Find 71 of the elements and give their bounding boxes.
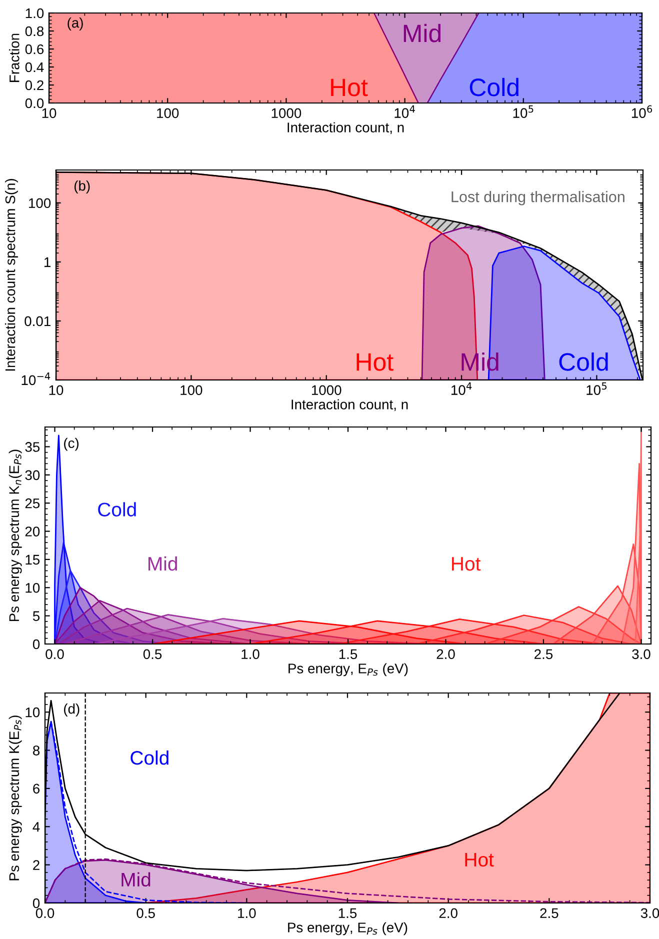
x-axis-title: Ps energy, E$_{Ps}$ (eV)	[288, 922, 408, 936]
series-label: Hot	[465, 853, 494, 867]
y-tick-label: 1	[44, 257, 50, 267]
y-axis-title: Fraction	[9, 34, 20, 82]
y-tick-label: 0.8	[25, 26, 44, 36]
x-tick-label: 1.0	[238, 908, 256, 918]
y-tick-label: 15	[26, 554, 40, 565]
x-tick-label: 10$^{4}$	[394, 105, 415, 118]
y-tick-label: 0.6	[25, 44, 44, 54]
y-tick-label: 0.0	[25, 98, 44, 108]
x-tick-label: 1.0	[242, 649, 260, 660]
x-tick-label: 100	[180, 385, 202, 396]
x-tick-label: 2.0	[439, 908, 458, 918]
x-axis-title: Interaction count, n	[288, 122, 404, 134]
series-label: Hot	[331, 78, 368, 96]
series-label: Mid	[404, 24, 441, 42]
y-tick-label: 100	[29, 198, 51, 208]
x-tick-label: 2.5	[534, 649, 553, 660]
x-tick-label: 10$^{5}$	[586, 382, 607, 395]
x-tick-label: 0.5	[136, 908, 155, 918]
annotation: (b)	[74, 180, 90, 194]
series-label: Mid	[122, 872, 150, 887]
y-tick-label: 0	[32, 898, 40, 908]
x-tick-label: 2.0	[436, 649, 455, 660]
y-tick-label: 0.4	[25, 62, 44, 72]
annotation: (c)	[64, 438, 79, 451]
y-tick-label: 30	[25, 470, 40, 480]
x-tick-label: 0.5	[143, 649, 162, 660]
y-tick-label: 2	[33, 860, 40, 870]
text: Mid	[148, 556, 177, 571]
text: Cold	[98, 502, 136, 516]
x-axis-title: Interaction count, n	[292, 399, 408, 412]
y-tick-label: 0	[32, 639, 40, 650]
x-tick-label: 2.5	[540, 908, 558, 918]
annotation: (a)	[68, 18, 83, 30]
text: Hot	[452, 557, 481, 571]
y-tick-label: 4	[32, 822, 40, 832]
x-tick-label: 10$^{6}$	[632, 105, 652, 118]
y-tick-label: 0.01	[24, 316, 50, 326]
series-label: Cold	[559, 352, 608, 371]
series-label: Cold	[470, 78, 518, 96]
series-label: Hot	[356, 353, 394, 371]
x-tick-label: 1.5	[338, 908, 357, 918]
y-tick-label: 25	[25, 498, 40, 508]
x-tick-label: 1000	[272, 108, 302, 118]
y-tick-label: 6	[33, 784, 40, 794]
annotation: Lost during thermalisation	[452, 191, 624, 206]
y-axis-title: Ps energy spectrum K$_{n}$(E$_{Ps}$)	[8, 450, 22, 622]
y-tick-label: 10$^{−4}$	[22, 372, 50, 386]
y-tick-label: 8	[33, 746, 40, 756]
y-axis-title: Interaction count spectrum S(n)	[4, 178, 18, 371]
y-tick-label: 10	[26, 707, 40, 718]
text: Cold	[130, 750, 168, 765]
x-axis-title: Ps energy, E$_{Ps}$ (eV)	[288, 663, 408, 676]
x-tick-label: 10$^{4}$	[451, 382, 472, 395]
annotation: (d)	[64, 704, 80, 716]
y-tick-label: 1.0	[26, 8, 44, 18]
x-tick-label: 100	[157, 108, 179, 118]
y-tick-label: 10	[26, 582, 40, 593]
x-tick-label: 10$^{5}$	[513, 105, 534, 118]
y-tick-label: 0.2	[25, 80, 44, 90]
y-tick-label: 20	[25, 526, 40, 536]
x-tick-label: 1000	[312, 385, 342, 396]
x-tick-label: 1.5	[339, 649, 358, 660]
y-tick-label: 5	[32, 611, 40, 621]
y-tick-label: 35	[25, 442, 40, 452]
x-tick-label: 0.0	[46, 649, 64, 660]
x-tick-label: 3.0	[640, 908, 659, 918]
x-tick-label: 10	[49, 385, 64, 396]
x-tick-label: 3.0	[632, 649, 650, 660]
y-axis-title: Ps energy spectrum K(E$_{Ps}$)	[8, 716, 22, 880]
